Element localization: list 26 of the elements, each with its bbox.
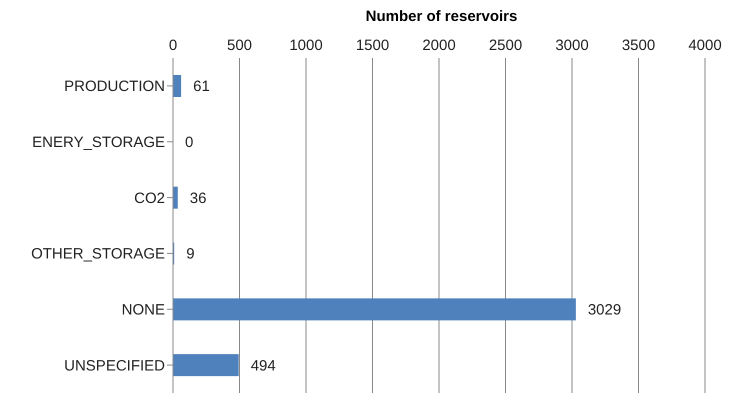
data-label: 9 xyxy=(186,246,195,263)
data-label: 494 xyxy=(250,357,276,374)
y-tick-label: NONE xyxy=(122,302,165,319)
y-tick-label: OTHER_STORAGE xyxy=(31,246,165,263)
x-tick-label: 1000 xyxy=(289,37,323,54)
x-tick-label: 2000 xyxy=(422,37,456,54)
x-tick-label: 1500 xyxy=(356,37,390,54)
x-tick-label: 3000 xyxy=(555,37,589,54)
x-tick-label: 0 xyxy=(168,37,178,54)
bar xyxy=(173,186,178,209)
bar xyxy=(173,298,576,320)
data-label: 3029 xyxy=(588,302,622,318)
y-tick-label: UNSPECIFIED xyxy=(64,357,166,374)
data-label: 36 xyxy=(190,190,206,207)
y-tick-label: PRODUCTION xyxy=(64,78,165,96)
x-tick-label: 3500 xyxy=(622,37,656,54)
data-label: 0 xyxy=(185,134,194,151)
x-tick-label: 4000 xyxy=(688,37,722,54)
y-tick-label: ENERY_STORAGE xyxy=(32,134,165,152)
bar xyxy=(173,354,239,376)
x-tick-label: 2500 xyxy=(488,37,522,54)
x-tick-label: 500 xyxy=(226,37,252,54)
bar xyxy=(173,75,182,97)
x-axis-title: Number of reservoirs xyxy=(364,8,518,27)
data-label: 61 xyxy=(193,78,210,96)
y-tick-label: CO2 xyxy=(134,190,165,207)
